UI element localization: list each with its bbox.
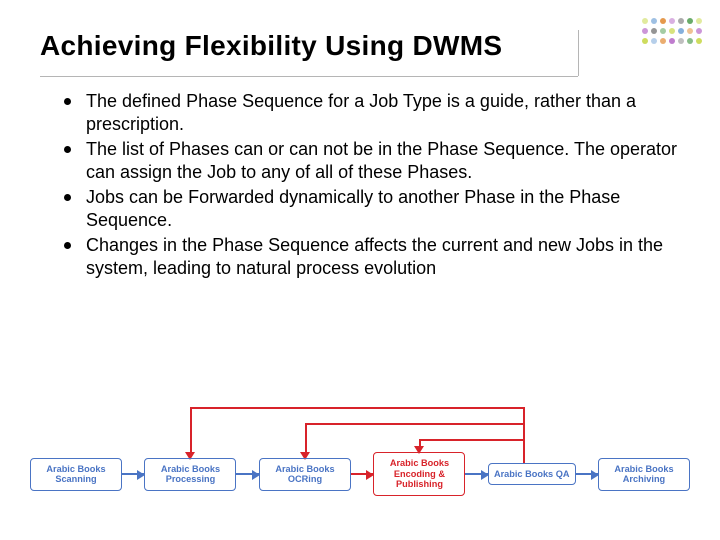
deco-dot bbox=[678, 38, 684, 44]
flow-node: Arabic Books Encoding & Publishing bbox=[373, 452, 465, 496]
title-corner-rule bbox=[578, 30, 579, 76]
deco-dot bbox=[669, 18, 675, 24]
flow-arrow bbox=[465, 473, 487, 475]
bullet-item: The list of Phases can or can not be in … bbox=[64, 138, 680, 184]
slide-title: Achieving Flexibility Using DWMS bbox=[40, 30, 680, 62]
flow-arrow bbox=[122, 473, 144, 475]
deco-dot bbox=[696, 28, 702, 34]
slide: Achieving Flexibility Using DWMS The def… bbox=[0, 0, 720, 540]
flow-node: Arabic Books Processing bbox=[144, 458, 236, 491]
deco-dot bbox=[642, 18, 648, 24]
deco-dot bbox=[687, 18, 693, 24]
deco-dot bbox=[651, 38, 657, 44]
deco-dot bbox=[669, 38, 675, 44]
deco-dot bbox=[660, 18, 666, 24]
deco-dot bbox=[651, 18, 657, 24]
bullet-list: The defined Phase Sequence for a Job Typ… bbox=[40, 90, 680, 280]
deco-dot bbox=[696, 18, 702, 24]
flow-arrow bbox=[236, 473, 258, 475]
flow-row: Arabic Books Scanning Arabic Books Proces… bbox=[30, 452, 690, 496]
deco-dot bbox=[687, 28, 693, 34]
flow-diagram: Arabic Books Scanning Arabic Books Proces… bbox=[30, 366, 690, 496]
deco-dot bbox=[660, 38, 666, 44]
bullet-item: Jobs can be Forwarded dynamically to ano… bbox=[64, 186, 680, 232]
flow-arrow bbox=[576, 473, 598, 475]
bullet-item: Changes in the Phase Sequence affects th… bbox=[64, 234, 680, 280]
feedback-arrows bbox=[30, 366, 690, 466]
flow-node: Arabic Books QA bbox=[488, 463, 576, 486]
deco-dot bbox=[651, 28, 657, 34]
deco-row bbox=[642, 28, 702, 34]
flow-node: Arabic Books Scanning bbox=[30, 458, 122, 491]
deco-dot bbox=[669, 28, 675, 34]
flow-node: Arabic Books Archiving bbox=[598, 458, 690, 491]
decorative-dots bbox=[642, 18, 702, 44]
deco-dot bbox=[642, 38, 648, 44]
deco-dot bbox=[678, 18, 684, 24]
flow-arrow bbox=[351, 473, 373, 475]
deco-row bbox=[642, 38, 702, 44]
flow-node: Arabic Books OCRing bbox=[259, 458, 351, 491]
deco-dot bbox=[660, 28, 666, 34]
title-underline bbox=[40, 76, 578, 77]
deco-dot bbox=[642, 28, 648, 34]
deco-dot bbox=[687, 38, 693, 44]
deco-dot bbox=[678, 28, 684, 34]
deco-dot bbox=[696, 38, 702, 44]
deco-row bbox=[642, 18, 702, 24]
bullet-item: The defined Phase Sequence for a Job Typ… bbox=[64, 90, 680, 136]
